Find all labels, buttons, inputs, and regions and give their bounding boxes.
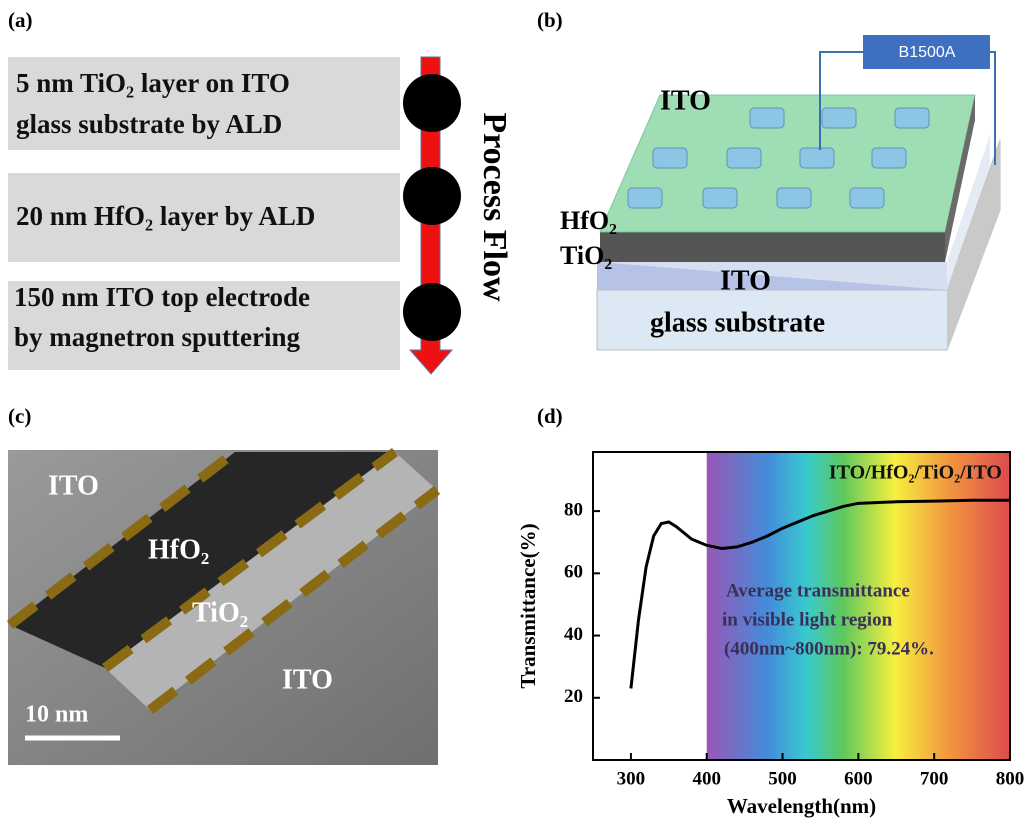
annotation: Average transmittance: [726, 580, 910, 601]
scale-bar-label: 10 nm: [25, 702, 88, 728]
region-label: ITO: [48, 470, 99, 501]
chart: 300 400 500 600 700 800 20 40 60 80 Wavelength(nm)…: [516, 452, 1024, 818]
panel-label: (a): [8, 8, 33, 32]
region-label: ITO: [282, 664, 333, 695]
step-dot: [403, 74, 461, 132]
layer-label: glass substrate: [650, 307, 825, 338]
region-label: HfO₂: [148, 534, 209, 565]
step-dot: [403, 283, 461, 341]
annotation: in visible light region: [722, 609, 893, 630]
step-text: 150 nm ITO top electrode: [14, 282, 310, 312]
y-tick-label: 20: [564, 686, 583, 707]
annotation: (400nm~800nm): 79.24%.: [724, 638, 934, 659]
y-tick-label: 60: [564, 562, 583, 583]
arrow-label: Process Flow: [476, 112, 513, 302]
figure: (a) 5 nm TiO₂ layer on ITO glass substra…: [0, 0, 1033, 821]
layer-label: TiO₂: [560, 241, 612, 270]
step-text: 5 nm TiO₂ layer on ITO: [16, 68, 290, 98]
panel-label: (d): [537, 404, 563, 428]
step-text: glass substrate by ALD: [16, 109, 282, 139]
x-tick-label: 800: [996, 768, 1025, 789]
x-tick-label: 700: [920, 768, 949, 789]
layer-label: ITO: [720, 265, 771, 296]
x-axis-label: Wavelength(nm): [727, 794, 876, 818]
step-text: by magnetron sputtering: [14, 322, 301, 352]
y-tick-label: 80: [564, 499, 583, 520]
y-axis-label: Transmittance(%): [516, 523, 540, 688]
layer-label: HfO₂: [560, 206, 617, 235]
region-label: TiO₂: [192, 597, 248, 628]
legend-label: ITO/HfO₂/TiO₂/ITO: [829, 462, 1002, 484]
panel-label: (c): [8, 404, 31, 428]
step-dot: [403, 167, 461, 225]
instrument-label: B1500A: [899, 44, 956, 61]
x-tick-label: 500: [768, 768, 797, 789]
layer-label: ITO: [660, 85, 711, 116]
x-tick-label: 600: [844, 768, 873, 789]
x-tick-label: 400: [692, 768, 721, 789]
visible-spectrum: [707, 452, 1010, 760]
x-tick-label: 300: [617, 768, 646, 789]
y-tick-label: 40: [564, 624, 583, 645]
step-text: 20 nm HfO₂ layer by ALD: [16, 201, 315, 231]
panel-label: (b): [537, 8, 563, 32]
oxide-layers: [600, 232, 945, 262]
